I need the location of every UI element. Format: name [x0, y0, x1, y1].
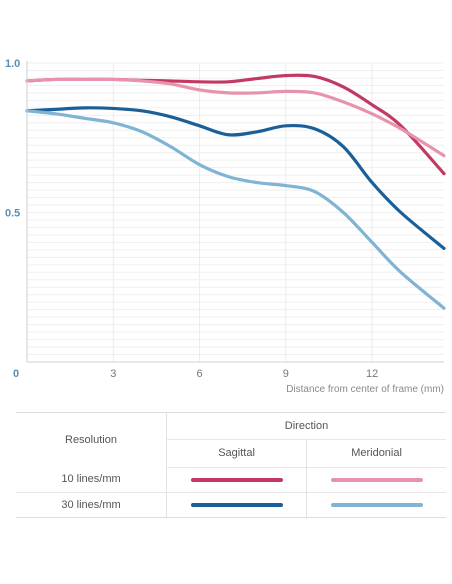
legend-row-10: 10 lines/mm [16, 467, 446, 493]
legend-row-30: 30 lines/mm [16, 492, 446, 518]
mtf-chart: 0.5 1.0 0 3 6 9 12 Distance from center of fra… [5, 58, 446, 395]
x-tick-label: 6 [196, 368, 202, 380]
x-tick-label: 3 [110, 368, 116, 380]
legend-row-label: 30 lines/mm [16, 492, 167, 518]
legend-row-label: 10 lines/mm [16, 467, 167, 493]
legend-swatch-10-meridonial [330, 477, 423, 482]
x-axis-label: Distance from center of frame (mm) [286, 384, 444, 395]
legend-swatch-30-meridonial [330, 502, 423, 507]
direction-header: Direction [166, 411, 446, 441]
sagittal-header: Sagittal [166, 439, 308, 468]
x-tick-label: 12 [366, 368, 378, 380]
chart-axes [26, 61, 444, 363]
series-line-3 [25, 106, 446, 250]
legend-cell [306, 467, 446, 493]
chart-ticks: 0.5 1.0 0 3 6 9 12 [5, 58, 378, 380]
meridonial-header: Meridonial [306, 439, 446, 468]
legend-header-row: Resolution Direction [16, 411, 446, 467]
series-line-4 [25, 109, 446, 310]
resolution-header: Resolution [16, 412, 167, 467]
legend-cell [306, 492, 446, 518]
series-line-2 [25, 77, 446, 158]
y-tick-label: 1.0 [5, 58, 20, 70]
chart-series-group [25, 73, 446, 310]
legend-cell [166, 492, 308, 518]
legend-table: Resolution Direction Sagittal Meridonial… [16, 411, 446, 518]
x-tick-label: 0 [13, 368, 19, 380]
x-tick-label: 9 [283, 368, 289, 380]
legend-cell [166, 467, 308, 493]
legend-swatch-30-sagittal [190, 502, 283, 507]
series-line-1 [25, 73, 446, 176]
legend-swatch-10-sagittal [190, 477, 283, 482]
y-tick-label: 0.5 [5, 208, 20, 220]
legend-subheader-row: Sagittal Meridonial [16, 439, 446, 468]
chart-grid [27, 62, 444, 362]
